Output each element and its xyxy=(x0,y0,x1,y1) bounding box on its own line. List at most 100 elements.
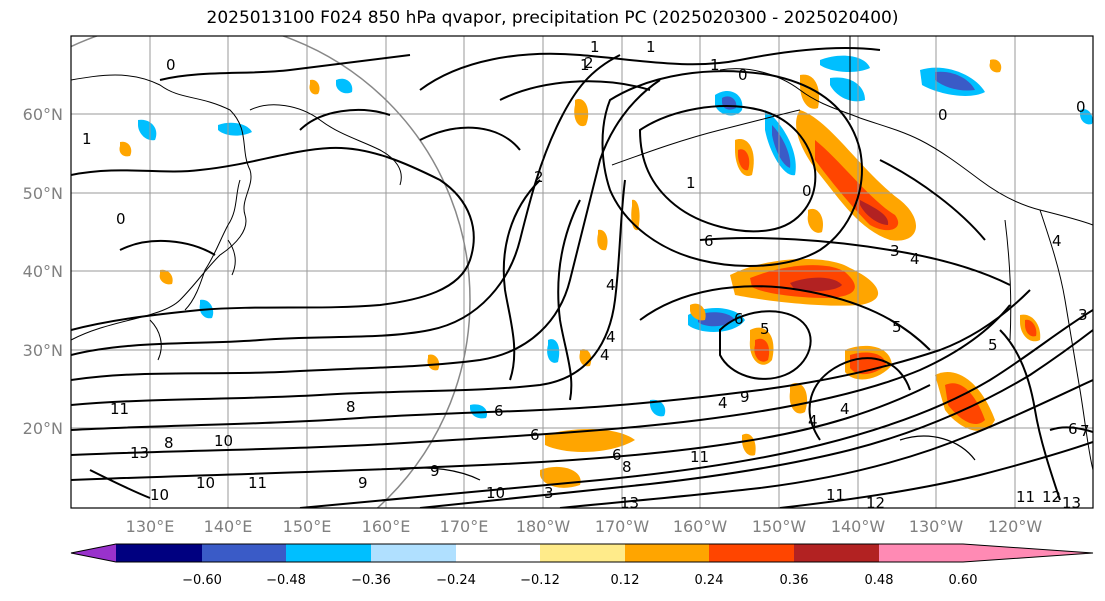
colorbar-bin xyxy=(371,544,456,562)
lon-label: 160°W xyxy=(673,517,728,536)
map-title: 2025013100 F024 850 hPa qvapor, precipit… xyxy=(206,8,899,28)
contour-label: 13 xyxy=(620,494,639,512)
longitude-labels: 130°E 140°E 150°E 160°E 170°E 180°W 170°… xyxy=(126,517,1043,536)
contour-label: 9 xyxy=(358,474,368,492)
contour-label: 1 xyxy=(82,130,92,148)
reference-circle xyxy=(71,36,471,508)
contour-label: 1 xyxy=(580,56,590,74)
contour-label: 5 xyxy=(760,320,770,338)
contour-label: 10 xyxy=(150,486,169,504)
colorbar-bin xyxy=(709,544,794,562)
contour-label: 0 xyxy=(1076,98,1086,116)
contour-label: 8 xyxy=(164,434,174,452)
contour-label: 2 xyxy=(584,54,594,72)
colorbar-bin xyxy=(456,544,540,562)
contour-label: 1 xyxy=(710,56,720,74)
contour-label: 5 xyxy=(988,336,998,354)
contour-label: 0 xyxy=(166,56,176,74)
lon-label: 170°W xyxy=(595,517,650,536)
contour-label: 5 xyxy=(892,318,902,336)
colorbar-tick-label: −0.12 xyxy=(520,573,560,588)
colorbar-tick-label: −0.48 xyxy=(266,573,306,588)
contour-label: 9 xyxy=(430,462,440,480)
latitude-labels: 60°N 50°N 40°N 30°N 20°N xyxy=(23,105,63,438)
contour-label: 6 xyxy=(530,426,540,444)
contour-label: 6 xyxy=(612,446,622,464)
colorbar-tick-label: 0.48 xyxy=(865,573,894,588)
colorbar-bin xyxy=(794,544,879,562)
contour-label: 4 xyxy=(808,412,818,430)
qvapor-contours xyxy=(71,47,1093,508)
contour-label: 11 xyxy=(826,486,845,504)
lon-label: 150°W xyxy=(752,517,807,536)
colorbar-extend-high xyxy=(963,544,1093,562)
colorbar-tick-label: 0.12 xyxy=(611,573,640,588)
contour-label: 3 xyxy=(890,242,900,260)
contour-label: 11 xyxy=(690,448,709,466)
lat-label: 20°N xyxy=(23,419,63,438)
contour-label: 11 xyxy=(248,474,267,492)
colorbar: −0.60 −0.48 −0.36 −0.24 −0.12 0.12 0.24 … xyxy=(70,543,1094,588)
contour-label: 13 xyxy=(1062,494,1081,512)
contour-label: 12 xyxy=(1042,488,1061,506)
lat-label: 50°N xyxy=(23,184,63,203)
colorbar-ticks: −0.60 −0.48 −0.36 −0.24 −0.12 0.12 0.24 … xyxy=(182,573,977,588)
contour-label: 10 xyxy=(214,432,233,450)
colorbar-tick-label: 0.36 xyxy=(780,573,809,588)
contour-label: 1 xyxy=(686,174,696,192)
lon-label: 130°E xyxy=(126,517,175,536)
contour-label: 4 xyxy=(1052,232,1062,250)
contour-label: 12 xyxy=(866,494,885,512)
colorbar-bin xyxy=(116,544,202,562)
lon-label: 120°W xyxy=(988,517,1043,536)
contour-label: 4 xyxy=(600,346,610,364)
lat-label: 40°N xyxy=(23,262,63,281)
colorbar-bin xyxy=(202,544,286,562)
map-frame xyxy=(70,35,1094,509)
contour-label: 4 xyxy=(910,250,920,268)
contour-label: 8 xyxy=(346,398,356,416)
contour-label: 6 xyxy=(494,402,504,420)
lon-label: 140°E xyxy=(204,517,253,536)
contour-label: 6 xyxy=(734,310,744,328)
lon-label: 160°E xyxy=(362,517,411,536)
contour-label: 4 xyxy=(606,328,616,346)
lon-label: 140°W xyxy=(831,517,886,536)
colorbar-outline xyxy=(70,543,1094,563)
contour-label: 3 xyxy=(544,484,554,502)
lon-label: 170°E xyxy=(440,517,489,536)
contour-label: 8 xyxy=(622,458,632,476)
contour-label: 0 xyxy=(938,106,948,124)
contour-label: 10 xyxy=(196,474,215,492)
contour-label-group: 1 0 1 2 1 0 0 1 2 3 4 4 6 4 4 4 6 9 6 5 … xyxy=(82,38,1090,512)
lon-label: 130°W xyxy=(909,517,964,536)
contour-label: 6 xyxy=(704,232,714,250)
colorbar-tick-label: −0.60 xyxy=(182,573,222,588)
contour-label: 4 xyxy=(718,394,728,412)
colorbar-tick-label: 0.60 xyxy=(949,573,978,588)
contour-label: 0 xyxy=(738,66,748,84)
colorbar-bin xyxy=(879,544,963,562)
lon-label: 180°W xyxy=(516,517,571,536)
colorbar-bin xyxy=(286,544,371,562)
contour-label: 9 xyxy=(740,388,750,406)
contour-label: 4 xyxy=(606,276,616,294)
contour-label: 11 xyxy=(1016,488,1035,506)
contour-label: 13 xyxy=(130,444,149,462)
contour-label: 11 xyxy=(110,400,129,418)
contour-label: 0 xyxy=(116,210,126,228)
colorbar-bin xyxy=(540,544,625,562)
colorbar-tick-label: −0.36 xyxy=(351,573,391,588)
contour-label: 10 xyxy=(486,484,505,502)
contour-label: 6 xyxy=(1068,420,1078,438)
contour-label: 7 xyxy=(1080,422,1090,440)
contour-label: 3 xyxy=(1078,306,1088,324)
contour-label: 2 xyxy=(534,168,544,186)
lon-label: 150°E xyxy=(283,517,332,536)
contour-label: 1 xyxy=(646,38,656,56)
lat-label: 60°N xyxy=(23,105,63,124)
contour-label: 1 xyxy=(590,38,600,56)
colorbar-extend-low xyxy=(71,544,116,562)
colorbar-tick-label: −0.24 xyxy=(436,573,476,588)
